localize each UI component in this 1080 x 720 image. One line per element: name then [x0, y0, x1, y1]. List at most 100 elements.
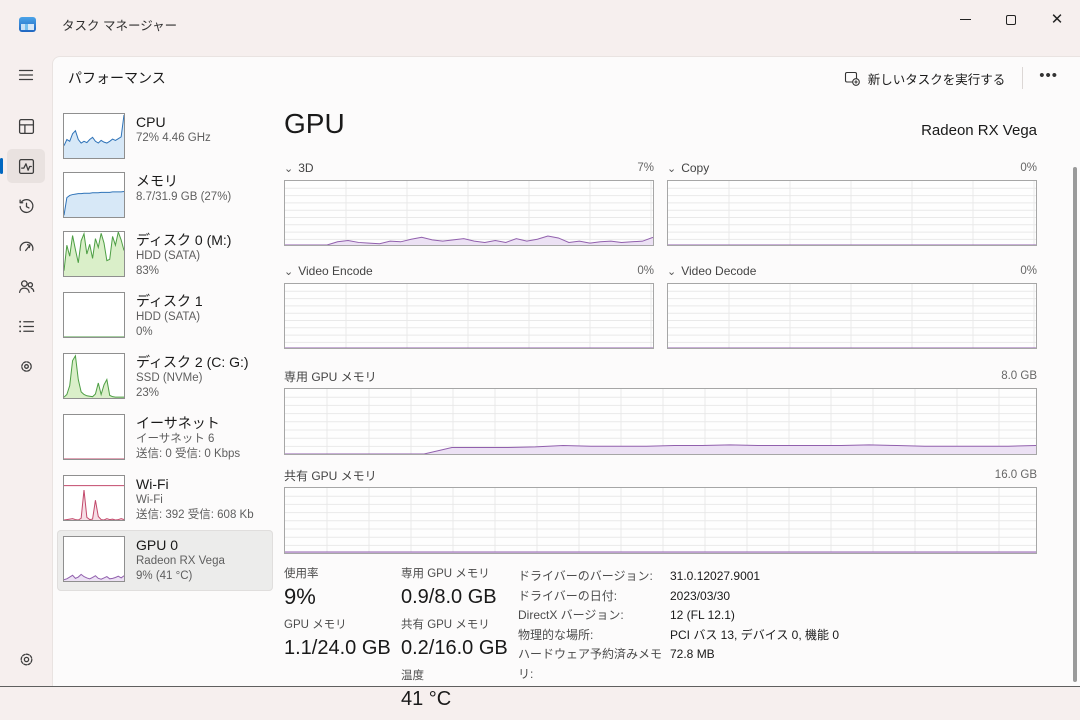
gpu-detail-pane: GPU Radeon RX Vega ⌄ 3D 7% ⌄ Copy 0% ⌄ Video En… — [284, 101, 1037, 710]
performance-icon — [18, 158, 34, 174]
perf-item-cpu[interactable]: CPU 72% 4.46 GHz — [57, 107, 273, 166]
perf-item-line3: 9% (41 °C) — [136, 570, 193, 582]
stat-value: 9% — [284, 584, 316, 609]
stat-value: 1.1/24.0 GB — [284, 637, 391, 659]
stats-column-2: 専用 GPU メモリ 0.9/8.0 GB 共有 GPU メモリ 0.2/16.0 G… — [401, 567, 518, 720]
perf-item-line3: 送信: 0 受信: 0 Kbps — [136, 448, 241, 460]
stats-column-1: 使用率 9% GPU メモリ 1.1/24.0 GB — [284, 567, 401, 720]
perf-item-line3: 83% — [136, 265, 160, 277]
detail-label: 物理的な場所: — [518, 627, 594, 642]
engine-chart-canvas — [667, 283, 1037, 349]
perf-item-text: Wi-Fi Wi-Fi 送信: 392 受信: 608 Kb — [136, 475, 254, 523]
run-new-task-button[interactable]: 新しいタスクを実行する — [833, 63, 1017, 94]
sidebar-item-app-history[interactable] — [7, 189, 45, 223]
perf-item-text: ディスク 2 (C: G:) SSD (NVMe) 23% — [136, 353, 249, 401]
maximize-icon — [1006, 14, 1016, 25]
perf-item-title: ディスク 1 — [136, 293, 203, 309]
engine-chart-header[interactable]: ⌄ Copy 0% — [667, 158, 1037, 178]
engine-chart-video-encode: ⌄ Video Encode 0% — [284, 261, 654, 349]
detail-value: 2023/03/30 — [670, 588, 731, 603]
memory-chart-section: 専用 GPU メモリ 8.0 GB — [284, 366, 1037, 455]
gpu-details: ドライバーのバージョン: 31.0.12027.9001 ドライバーの日付: 2023… — [518, 567, 1037, 720]
stat-label: 温度 — [401, 670, 424, 682]
chevron-down-icon: ⌄ — [667, 266, 677, 278]
chevron-down-icon: ⌄ — [667, 163, 677, 175]
perf-item-text: メモリ 8.7/31.9 GB (27%) — [136, 172, 231, 218]
detail-value: 31.0.12027.9001 — [670, 569, 761, 583]
hamburger-menu-button[interactable] — [7, 58, 45, 92]
perf-item-text: ディスク 0 (M:) HDD (SATA) 83% — [136, 231, 231, 279]
gear-icon — [20, 653, 32, 665]
perf-item-wifi[interactable]: Wi-Fi Wi-Fi 送信: 392 受信: 608 Kb — [57, 469, 273, 530]
run-new-task-label: 新しいタスクを実行する — [867, 72, 1006, 87]
engine-value: 0% — [1020, 162, 1037, 174]
hamburger-icon — [18, 69, 34, 81]
memory-chart-label: 専用 GPU メモリ — [284, 369, 377, 384]
sidebar-item-services[interactable] — [7, 349, 45, 383]
perf-item-line2: 72% 4.46 GHz — [136, 132, 211, 144]
detail-label: ドライバーのバージョン: — [518, 569, 653, 583]
engine-label: Video Decode — [681, 264, 757, 278]
memory-chart-canvas — [284, 388, 1037, 455]
perf-item-memory[interactable]: メモリ 8.7/31.9 GB (27%) — [57, 166, 273, 225]
sidebar-item-processes[interactable] — [7, 109, 45, 143]
perf-item-ethernet[interactable]: イーサネット イーサネット 6 送信: 0 受信: 0 Kbps — [57, 408, 273, 469]
perf-item-disk1[interactable]: ディスク 1 HDD (SATA) 0% — [57, 286, 273, 347]
settings-button[interactable] — [7, 642, 45, 676]
sidebar-item-performance[interactable] — [0, 149, 45, 183]
detail-label: ハードウェア予約済みメモリ: — [518, 647, 663, 681]
stat-GPU メモリ: GPU メモリ 1.1/24.0 GB — [284, 618, 401, 660]
users-icon — [18, 279, 34, 293]
perf-item-gpu0[interactable]: GPU 0 Radeon RX Vega 9% (41 °C) — [57, 530, 273, 591]
sidebar-item-users[interactable] — [7, 269, 45, 303]
perf-item-title: イーサネット — [136, 415, 220, 431]
close-button[interactable]: ✕ — [1034, 0, 1080, 39]
page-header: パフォーマンス 新しいタスクを実行する ••• — [53, 57, 1080, 101]
perf-item-title: メモリ — [136, 173, 178, 189]
startup-apps-icon — [18, 241, 34, 251]
perf-item-line2: Radeon RX Vega — [136, 555, 225, 567]
stat-専用 GPU メモリ: 専用 GPU メモリ 0.9/8.0 GB — [401, 567, 518, 609]
perf-item-disk2[interactable]: ディスク 2 (C: G:) SSD (NVMe) 23% — [57, 347, 273, 408]
processes-icon — [18, 118, 34, 134]
new-task-icon — [844, 71, 860, 86]
chevron-down-icon: ⌄ — [284, 163, 294, 175]
minimize-button[interactable] — [942, 0, 988, 39]
engine-value: 0% — [637, 265, 654, 277]
perf-item-thumbnail — [63, 353, 125, 399]
perf-item-line2: Wi-Fi — [136, 494, 163, 506]
engine-label: Copy — [681, 161, 710, 175]
perf-item-line2: HDD (SATA) — [136, 311, 201, 323]
perf-item-title: GPU 0 — [136, 537, 179, 553]
sidebar-item-details[interactable] — [7, 309, 45, 343]
engine-chart-header[interactable]: ⌄ Video Decode 0% — [667, 261, 1037, 281]
app-history-icon — [18, 198, 33, 213]
engine-chart-header[interactable]: ⌄ 3D 7% — [284, 158, 654, 178]
sidebar-item-startup-apps[interactable] — [7, 229, 45, 263]
perf-item-line2: 8.7/31.9 GB (27%) — [136, 191, 232, 203]
perf-item-thumbnail — [63, 475, 125, 521]
detail-row: 物理的な場所: PCI バス 13, デバイス 0, 機能 0 — [518, 626, 1037, 646]
vertical-scrollbar[interactable] — [1073, 167, 1077, 682]
detail-value: 12 (FL 12.1) — [670, 608, 735, 622]
maximize-button[interactable] — [988, 0, 1034, 39]
content-card: パフォーマンス 新しいタスクを実行する ••• CPU 72% 4.46 GHz メ… — [52, 56, 1080, 710]
engine-value: 7% — [637, 162, 654, 174]
engine-chart-video-decode: ⌄ Video Decode 0% — [667, 261, 1037, 349]
engine-label: 3D — [298, 161, 314, 175]
engine-value: 0% — [1020, 265, 1037, 277]
gpu-engine-grid: ⌄ 3D 7% ⌄ Copy 0% ⌄ Video Encode 0% ⌄ Video Decode… — [284, 158, 1037, 349]
memory-chart-label: 共有 GPU メモリ — [284, 468, 377, 483]
perf-item-title: ディスク 2 (C: G:) — [136, 354, 249, 370]
perf-item-disk0[interactable]: ディスク 0 (M:) HDD (SATA) 83% — [57, 225, 273, 286]
engine-chart-header[interactable]: ⌄ Video Encode 0% — [284, 261, 654, 281]
detail-row: ドライバーの日付: 2023/03/30 — [518, 587, 1037, 607]
perf-item-thumbnail — [63, 414, 125, 460]
more-options-button[interactable]: ••• — [1039, 66, 1058, 84]
stat-温度: 温度 41 °C — [401, 669, 518, 711]
navigation-rail — [0, 48, 52, 686]
gpu-memory-charts: 専用 GPU メモリ 8.0 GB 共有 GPU メモリ 16.0 GB — [284, 366, 1037, 554]
memory-chart-section: 共有 GPU メモリ 16.0 GB — [284, 465, 1037, 554]
memory-chart-scale: 16.0 GB — [994, 469, 1037, 481]
